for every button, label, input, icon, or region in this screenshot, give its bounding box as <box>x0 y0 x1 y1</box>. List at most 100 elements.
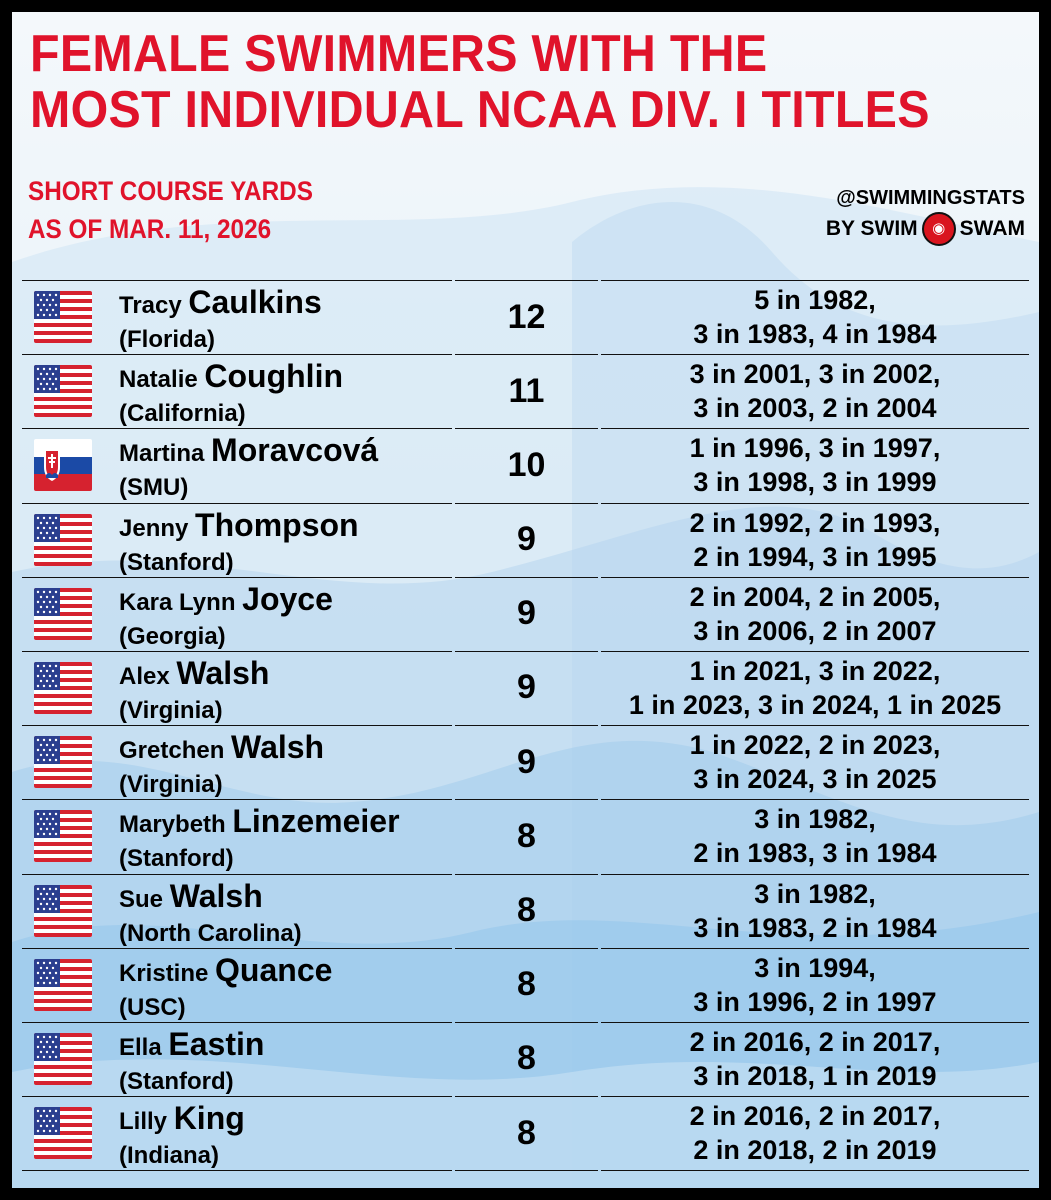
table-row: Marybeth Linzemeier (Stanford) 8 3 in 1982,… <box>12 799 1039 873</box>
subtitle-date: AS OF MAR. 11, 2026 <box>28 214 272 244</box>
athlete-school: (SMU) <box>119 474 189 502</box>
row-divider <box>601 725 1029 727</box>
athlete-name: Marybeth Linzemeier (Stanford) <box>119 804 400 876</box>
athlete-name: Kristine Quance (USC) <box>119 953 332 1025</box>
title-years: 3 in 1982, 3 in 1983, 2 in 1984 <box>601 877 1029 945</box>
row-divider <box>455 428 598 430</box>
row-divider <box>455 1170 598 1172</box>
row-divider <box>601 799 1029 801</box>
athlete-first-name: Natalie <box>119 366 198 394</box>
row-divider <box>22 1170 452 1172</box>
title-years-line-1: 5 in 1982, <box>754 285 876 315</box>
usa-flag-icon <box>34 1032 92 1085</box>
row-divider <box>601 280 1029 281</box>
title-years-line-1: 3 in 1994, <box>754 952 876 983</box>
title-years-line-2: 3 in 2006, 2 in 2007 <box>693 615 937 646</box>
athlete-last-name: Walsh <box>231 729 325 766</box>
athlete-name: Kara Lynn Joyce (Georgia) <box>119 582 333 654</box>
row-divider <box>601 502 1029 504</box>
row-divider <box>22 1021 452 1023</box>
table-row: Martina Moravcová (SMU) 10 1 in 1996, 3 in … <box>12 428 1039 502</box>
subtitle: SHORT COURSE YARDS AS OF MAR. 11, 2026 <box>28 172 313 248</box>
athlete-name: Tracy Caulkins (Florida) <box>119 285 322 357</box>
row-divider <box>22 502 452 504</box>
row-divider <box>455 650 598 652</box>
athlete-school: (North Carolina) <box>119 919 302 947</box>
title-years-line-2: 3 in 1983, 2 in 1984 <box>693 912 937 943</box>
title-years-line-1: 3 in 1982, <box>754 878 876 909</box>
usa-flag-icon <box>34 1107 92 1160</box>
titles-table: Tracy Caulkins (Florida) 12 5 in 1982, 3 in … <box>12 280 1039 1172</box>
row-divider <box>455 725 598 727</box>
title-years-line-1: 2 in 1992, 2 in 1993, <box>689 507 941 538</box>
athlete-school: (Virginia) <box>119 696 223 724</box>
athlete-name: Natalie Coughlin (California) <box>119 359 343 431</box>
title-years-line-1: 3 in 1982, <box>754 804 876 835</box>
table-row: Lilly King (Indiana) 8 2 in 2016, 2 in 2017… <box>12 1096 1039 1170</box>
athlete-name: Lilly King (Indiana) <box>119 1101 245 1173</box>
athlete-school: (Stanford) <box>119 845 234 873</box>
brand-swam: SWAM <box>959 217 1025 240</box>
title-count: 8 <box>517 1113 536 1152</box>
title-count: 8 <box>517 965 536 1004</box>
brand-by-swim: BY SWIM <box>825 217 918 240</box>
title-years-line-1: 1 in 2022, 2 in 2023, <box>689 730 941 761</box>
table-row: Jenny Thompson (Stanford) 9 2 in 1992, 2 in… <box>12 502 1039 577</box>
athlete-last-name: Coughlin <box>204 358 343 395</box>
row-divider <box>455 280 598 281</box>
title-years-line-2: 3 in 2018, 1 in 2019 <box>693 1060 937 1091</box>
row-divider <box>455 354 598 356</box>
wave-background <box>12 187 1039 1188</box>
athlete-name: Martina Moravcová (SMU) <box>119 433 378 505</box>
table-row: Tracy Caulkins (Florida) 12 5 in 1982, 3 in … <box>12 280 1039 354</box>
row-divider <box>601 576 1029 578</box>
title-count: 11 <box>508 371 545 410</box>
athlete-first-name: Martina <box>119 440 205 468</box>
athlete-last-name: Thompson <box>195 506 359 543</box>
athlete-name: Ella Eastin (Stanford) <box>119 1027 264 1099</box>
usa-flag-icon <box>34 661 92 714</box>
athlete-school: (Florida) <box>119 326 215 353</box>
title-count: 12 <box>507 297 546 336</box>
title-line-2: MOST INDIVIDUAL NCAA DIV. I TITLES <box>30 81 930 139</box>
title-years: 3 in 1982, 2 in 1983, 3 in 1984 <box>601 802 1029 870</box>
athlete-name: Gretchen Walsh (Virginia) <box>119 730 324 802</box>
title-years: 3 in 1994, 3 in 1996, 2 in 1997 <box>601 951 1029 1019</box>
athlete-first-name: Marybeth <box>119 811 226 839</box>
row-divider <box>22 428 452 430</box>
title-years-line-1: 2 in 2004, 2 in 2005, <box>689 581 941 612</box>
title-years: 2 in 2004, 2 in 2005, 3 in 2006, 2 in 200… <box>601 580 1029 648</box>
usa-flag-icon <box>34 810 92 863</box>
usa-flag-icon <box>34 958 92 1011</box>
row-divider <box>22 650 452 652</box>
title-years-line-2: 2 in 1994, 3 in 1995 <box>693 541 937 572</box>
row-divider <box>22 799 452 801</box>
title-years: 1 in 1996, 3 in 1997, 3 in 1998, 3 in 199… <box>601 431 1029 499</box>
row-divider <box>455 873 598 875</box>
usa-flag-icon <box>34 365 92 418</box>
athlete-first-name: Tracy <box>119 292 182 319</box>
title-count: 8 <box>517 816 536 855</box>
title-years: 2 in 2016, 2 in 2017, 3 in 2018, 1 in 201… <box>601 1025 1029 1093</box>
row-divider <box>601 947 1029 949</box>
title-years-line-2: 1 in 2023, 3 in 2024, 1 in 2025 <box>628 689 1002 720</box>
row-divider <box>601 428 1029 430</box>
athlete-last-name: Walsh <box>169 877 263 914</box>
title-years-line-2: 3 in 1998, 3 in 1999 <box>693 467 937 498</box>
row-divider <box>22 354 452 356</box>
row-divider <box>455 1021 598 1023</box>
row-divider <box>601 1170 1029 1172</box>
row-divider <box>455 1096 598 1098</box>
title-years-line-2: 3 in 2003, 2 in 2004 <box>693 393 937 424</box>
title-years: 1 in 2022, 2 in 2023, 3 in 2024, 3 in 202… <box>601 728 1029 796</box>
athlete-school: (USC) <box>119 993 186 1021</box>
title-years-line-1: 3 in 2001, 3 in 2002, <box>689 359 941 390</box>
subtitle-course: SHORT COURSE YARDS <box>28 176 313 206</box>
athlete-last-name: Eastin <box>168 1025 265 1062</box>
title-years-line-2: 3 in 1996, 2 in 1997 <box>693 986 937 1017</box>
page-title: FEMALE SWIMMERS WITH THE MOST INDIVIDUAL… <box>30 26 930 138</box>
title-count: 9 <box>517 594 536 633</box>
row-divider <box>22 873 452 875</box>
title-count: 9 <box>517 742 536 781</box>
title-years-line-2: 3 in 2024, 3 in 2025 <box>693 764 937 795</box>
